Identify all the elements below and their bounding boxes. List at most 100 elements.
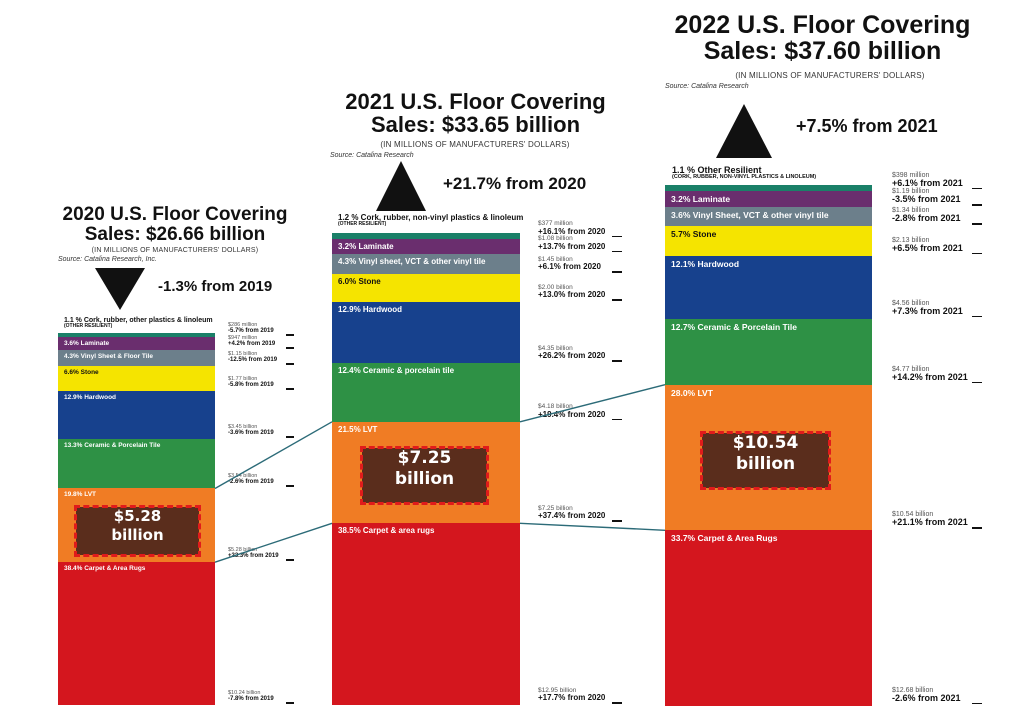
- panel-2022-title-line1: 2022 U.S. Floor Covering: [674, 11, 971, 39]
- annotation-amount: $7.25 billion: [538, 504, 573, 512]
- annotation-change: +7.3% from 2021: [892, 305, 963, 316]
- annotation-change: +16.1% from 2020: [538, 226, 606, 236]
- panel-2021-change: +21.7% from 2020: [443, 174, 587, 193]
- annotation: $286 million -5.7% from 2019: [228, 321, 274, 335]
- annotation-dash: [612, 271, 622, 273]
- annotation: $2.00 billion +13.0% from 2020: [538, 284, 606, 300]
- panel-2022-callout-line1: $10.54: [732, 433, 799, 453]
- annotation-amount: $286 million: [228, 321, 258, 328]
- segment-label-hardwood: 12.9% Hardwood: [64, 394, 117, 402]
- segment-vinyl: 4.3% Vinyl Sheet & Floor Tile: [58, 350, 215, 367]
- annotation-dash: [286, 363, 294, 365]
- panel-2020-top-label: 1.1 % Cork, rubber, other plastics & lin…: [64, 317, 213, 330]
- panel-2020-subtitle: (IN MILLIONS OF MANUFACTURERS' DOLLARS): [91, 247, 259, 254]
- segment-other: [58, 333, 215, 338]
- annotation: $2.13 billion +6.5% from 2021: [892, 237, 963, 253]
- segment-hardwood: 12.9% Hardwood: [58, 391, 215, 440]
- annotation-dash: [286, 702, 294, 704]
- segment-ceramic: 12.4% Ceramic & porcelain tile: [332, 363, 520, 422]
- segment-label-ceramic: 13.3% Ceramic & Porcelain Tile: [64, 442, 161, 450]
- annotation-change: -2.6% from 2019: [228, 479, 274, 486]
- annotation-change: +6.5% from 2021: [892, 242, 963, 253]
- annotation-change: -2.6% from 2021: [892, 692, 961, 703]
- segment-label-ceramic: 12.4% Ceramic & porcelain tile: [338, 366, 455, 376]
- annotation: $377 million +16.1% from 2020: [538, 221, 605, 236]
- annotation: $3.45 billion -3.6% from 2019: [228, 423, 274, 436]
- annotation-change: +4.2% from 2019: [228, 341, 276, 348]
- segment-stone: 6.6% Stone: [58, 366, 215, 392]
- panel-2022-title: 2022 U.S. Floor Covering Sales: $37.60 b…: [655, 12, 990, 65]
- annotation: $7.25 billion +37.4% from 2020: [538, 504, 606, 521]
- annotation: $1.19 billion -3.5% from 2021: [892, 188, 961, 204]
- annotation: $12.95 billion +17.7% from 2020: [538, 687, 606, 703]
- segment-label-lvt: 19.8% LVT: [64, 491, 97, 499]
- panel-2021-title-line2: Sales: $33.65 billion: [370, 112, 581, 138]
- annotation-change: +17.7% from 2020: [538, 693, 606, 702]
- annotation-dash: [612, 702, 622, 704]
- annotation: $1.34 billion -2.8% from 2021: [892, 207, 961, 223]
- segment-ceramic: 13.3% Ceramic & Porcelain Tile: [58, 439, 215, 489]
- segment-label-ceramic: 12.7% Ceramic & Porcelain Tile: [671, 321, 797, 332]
- annotation-dash: [972, 527, 982, 529]
- annotation-change: -5.7% from 2019: [228, 328, 274, 335]
- annotation: $12.68 billion -2.6% from 2021: [892, 687, 961, 703]
- segment-carpet: 33.7% Carpet & Area Rugs: [665, 530, 872, 706]
- annotation: $4.18 billion +19.4% from 2020: [538, 404, 605, 419]
- annotation-amount: $4.18 billion: [538, 403, 573, 411]
- annotation-amount: $4.35 billion: [538, 344, 573, 352]
- annotation-change: +21.1% from 2021: [892, 517, 968, 528]
- annotation-change: +6.1% from 2020: [538, 262, 601, 272]
- annotation-amount: $1.45 billion: [538, 255, 573, 263]
- annotation-dash: [286, 485, 294, 487]
- panel-2020-source: Source: Catalina Research, Inc.: [58, 256, 157, 263]
- panel-2022-top-label-line2: (CORK, RUBBER, NON-VINYL PLASTICS & LINO…: [672, 174, 817, 181]
- segment-stone: 6.0% Stone: [332, 274, 520, 303]
- annotation-dash: [972, 315, 982, 318]
- segment-carpet: 38.4% Carpet & Area Rugs: [58, 562, 215, 705]
- annotation: $1.08 billion +13.7% from 2020: [538, 236, 605, 251]
- annotation-dash: [972, 381, 982, 384]
- segment-label-vinyl: 3.6% Vinyl Sheet, VCT & other vinyl tile: [671, 210, 829, 221]
- annotation-change: -3.5% from 2021: [892, 194, 961, 205]
- annotation: $4.35 billion +26.2% from 2020: [538, 344, 605, 361]
- segment-label-carpet: 38.4% Carpet & Area Rugs: [64, 565, 146, 573]
- annotation-change: +13.0% from 2020: [538, 290, 606, 300]
- panel-2020-callout-line2: billion: [111, 525, 164, 544]
- annotation-dash: [612, 520, 622, 522]
- annotation: $5.28 billion +23.3% from 2019: [228, 546, 279, 559]
- annotation-dash: [286, 334, 294, 336]
- annotation-amount: $1.34 billion: [892, 207, 930, 215]
- panel-2020-title-line1: 2020 U.S. Floor Covering: [62, 204, 288, 225]
- annotation-amount: $12.68 billion: [892, 686, 934, 694]
- annotation-amount: $10.24 billion: [228, 689, 261, 696]
- panel-2020-down-triangle-icon: [95, 268, 145, 310]
- annotation-change: +37.4% from 2020: [538, 511, 606, 521]
- annotation-amount: $1.77 billion: [228, 375, 258, 382]
- annotation-dash: [972, 252, 982, 255]
- panel-2020-title-line2: Sales: $26.66 billion: [84, 223, 266, 245]
- annotation-change: -7.8% from 2019: [228, 696, 274, 702]
- lvt-connector-line: [519, 384, 666, 423]
- lvt-connector-line: [214, 522, 333, 563]
- annotation-dash: [972, 702, 982, 705]
- annotation-change: -5.8% from 2019: [228, 382, 274, 389]
- annotation-change: +14.2% from 2021: [892, 371, 968, 382]
- segment-label-hardwood: 12.9% Hardwood: [338, 305, 403, 315]
- annotation-amount: $1.19 billion: [892, 188, 930, 196]
- annotation: $947 million +4.2% from 2019: [228, 335, 276, 348]
- annotation-amount: $1.08 billion: [538, 235, 573, 243]
- annotation-dash: [612, 250, 622, 253]
- segment-label-stone: 5.7% Stone: [671, 229, 717, 240]
- annotation-amount: $5.28 billion: [228, 546, 258, 553]
- annotation-change: -12.5% from 2019: [228, 357, 278, 364]
- panel-2022-title-line2: Sales: $37.60 billion: [703, 37, 942, 66]
- segment-label-carpet: 33.7% Carpet & Area Rugs: [671, 533, 778, 544]
- panel-2021-top-label: 1.2 % Cork, rubber, non-vinyl plastics &…: [338, 213, 523, 228]
- panel-2022-callout-line2: billion: [735, 454, 796, 475]
- panel-2020-top-label-line2: (OTHER RESILIENT): [64, 323, 113, 330]
- segment-label-vinyl: 4.3% Vinyl sheet, VCT & other vinyl tile: [338, 256, 486, 266]
- panel-2022-change: +7.5% from 2021: [796, 116, 938, 136]
- lvt-connector-line: [214, 421, 333, 490]
- annotation-amount: $3.45 billion: [228, 423, 258, 430]
